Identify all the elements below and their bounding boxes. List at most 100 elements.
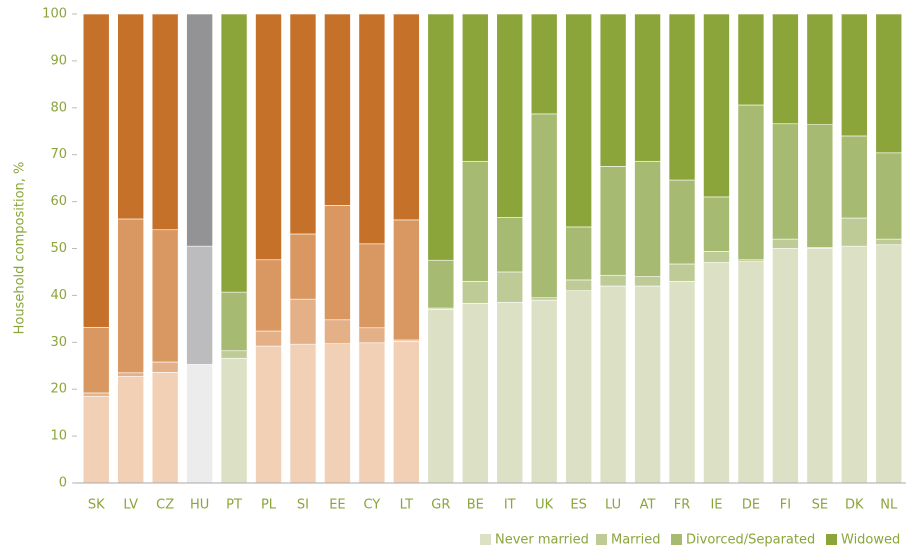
bar-segment: [82, 395, 110, 484]
bar-segment: [703, 196, 730, 252]
bar-segment: [358, 327, 386, 344]
bar-segment: [82, 392, 110, 397]
bar-segment: [530, 297, 558, 301]
x-tick-label: FR: [674, 498, 691, 513]
x-tick-label: PT: [226, 498, 242, 513]
bar-segment: [358, 13, 386, 245]
bar-segment: [151, 229, 179, 363]
x-tick-label: LU: [605, 498, 621, 513]
bar-segment: [496, 271, 524, 303]
bar-segment: [841, 245, 868, 484]
bar-segment: [565, 279, 592, 292]
bar-segment: [427, 13, 455, 261]
x-tick-label: SK: [88, 498, 105, 513]
bar-segment: [393, 341, 420, 484]
bar-segment: [737, 261, 765, 484]
bar-segment: [599, 285, 627, 484]
bar-segment: [496, 302, 524, 484]
legend-swatch: [480, 534, 491, 545]
bar-segment: [427, 259, 455, 309]
legend-swatch: [671, 534, 682, 545]
bar-segment: [220, 357, 248, 484]
y-tick-label: 10: [50, 429, 67, 444]
bar-segment: [634, 276, 661, 287]
bar-segment: [289, 298, 317, 345]
bar-segment: [461, 160, 489, 282]
bar-segment: [634, 285, 661, 484]
bar-segment: [599, 166, 627, 276]
x-tick-label: HU: [190, 498, 209, 513]
x-tick-label: GR: [431, 498, 450, 513]
y-tick-label: 0: [59, 476, 67, 491]
bar-segment: [599, 13, 627, 167]
bar-segment: [427, 309, 455, 484]
x-tick-label: AT: [640, 498, 656, 513]
x-tick-label: SE: [812, 498, 828, 513]
bar-segment: [324, 343, 351, 484]
legend-swatch: [596, 534, 607, 545]
x-tick-label: FI: [780, 498, 791, 513]
bar-segment: [737, 104, 765, 261]
bar-segment: [806, 124, 834, 248]
bar-segment: [289, 233, 317, 300]
bar-segment: [289, 13, 317, 235]
bar-segment: [668, 13, 696, 181]
x-tick-label: LT: [400, 498, 413, 513]
bar-segment: [875, 152, 903, 240]
bar-segment: [151, 361, 179, 373]
bar-segment: [634, 160, 661, 277]
y-tick-label: 90: [50, 53, 67, 68]
bar-segment: [82, 13, 110, 328]
x-tick-label: UK: [535, 498, 554, 513]
x-tick-label: DE: [742, 498, 760, 513]
bar-segment: [151, 13, 179, 231]
bar-segment: [289, 343, 317, 484]
bar-segment: [255, 345, 282, 484]
y-tick-label: 80: [50, 100, 67, 115]
bar-segment: [841, 217, 868, 247]
bar-segment: [461, 281, 489, 304]
x-tick-label: EE: [329, 498, 345, 513]
bar-segment: [82, 326, 110, 394]
bar-segment: [186, 13, 213, 247]
bar-segment: [324, 319, 351, 345]
bar-segment: [324, 205, 351, 321]
y-tick-label: 40: [50, 288, 67, 303]
legend-label: Married: [611, 533, 661, 548]
bar-segment: [220, 13, 248, 293]
bar-segment: [461, 13, 489, 162]
bar-segment: [220, 350, 248, 359]
bar-segment: [806, 13, 834, 125]
bar-segment: [565, 226, 592, 281]
bar-segment: [393, 219, 420, 341]
y-tick-label: 30: [50, 335, 67, 350]
x-tick-label: PL: [261, 498, 277, 513]
x-tick-label: BE: [467, 498, 484, 513]
bar-segment: [496, 13, 524, 218]
bar-segment: [496, 217, 524, 273]
bar-segment: [772, 123, 799, 240]
bar-segment: [461, 303, 489, 484]
bar-segment: [703, 262, 730, 484]
bar-segment: [668, 179, 696, 265]
x-tick-label: CY: [363, 498, 380, 513]
bar-segment: [255, 13, 282, 261]
bar-segment: [255, 259, 282, 332]
y-tick-label: 100: [42, 7, 67, 22]
x-tick-label: NL: [880, 498, 898, 513]
bar-segment: [530, 113, 558, 299]
bar-segment: [703, 13, 730, 198]
bar-segment: [772, 13, 799, 125]
bar-segment: [875, 244, 903, 484]
bar-segment: [117, 372, 144, 377]
x-tick-label: SI: [297, 498, 309, 513]
x-tick-label: IT: [504, 498, 516, 513]
bar-segment: [565, 13, 592, 228]
x-tick-label: DK: [845, 498, 864, 513]
bar-segment: [151, 372, 179, 484]
y-tick-label: 60: [50, 194, 67, 209]
bar-segment: [875, 13, 903, 154]
bar-segment: [220, 291, 248, 352]
bar-segment: [841, 135, 868, 219]
